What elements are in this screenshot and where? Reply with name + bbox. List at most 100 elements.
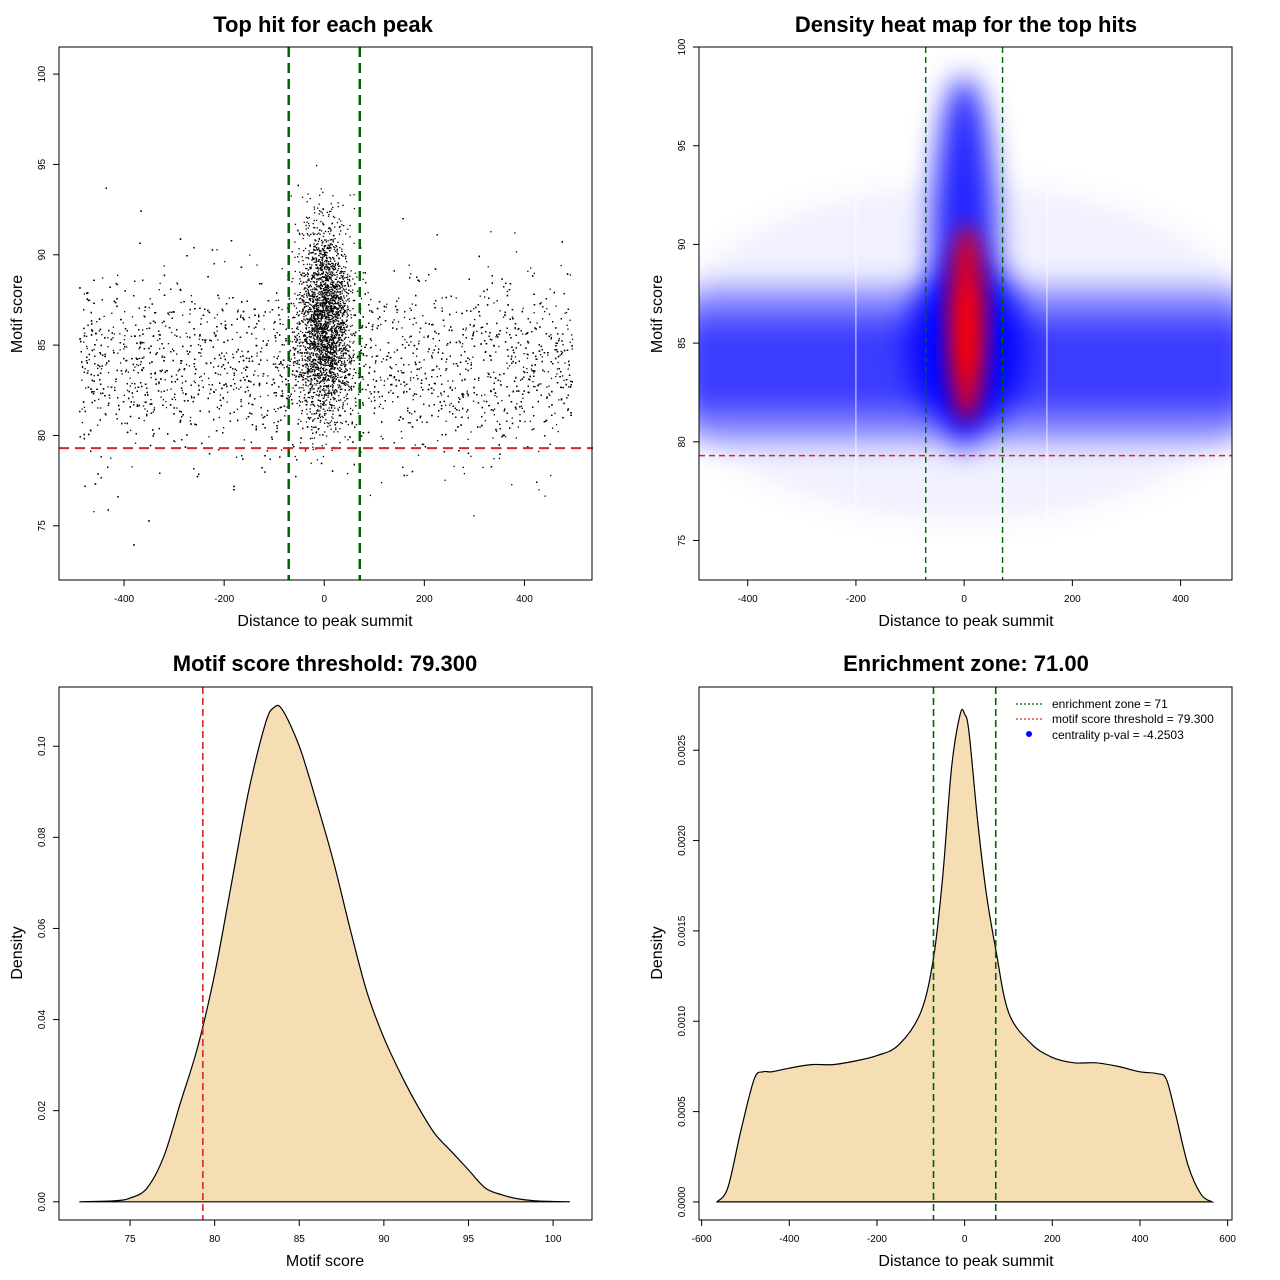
scatter-point: [383, 384, 385, 386]
scatter-point: [526, 371, 528, 374]
scatter-point: [100, 456, 102, 458]
scatter-point: [275, 340, 277, 342]
scatter-point: [337, 350, 339, 352]
scatter-point: [213, 366, 215, 368]
scatter-point: [266, 359, 268, 361]
scatter-point: [540, 302, 542, 304]
scatter-point: [410, 273, 412, 275]
scatter-point: [254, 370, 256, 372]
scatter-point: [433, 349, 435, 351]
scatter-point: [183, 400, 186, 402]
scatter-point: [176, 335, 178, 337]
scatter-point: [307, 417, 309, 419]
scatter-point: [133, 401, 135, 403]
scatter-point: [160, 378, 162, 380]
scatter-point: [164, 379, 166, 381]
scatter-point: [467, 409, 469, 411]
scatter-point: [267, 340, 269, 342]
scatter-point: [410, 341, 412, 343]
scatter-point: [149, 322, 152, 324]
scatter-point: [515, 347, 517, 349]
scatter-point: [426, 421, 428, 423]
scatter-point: [354, 397, 357, 400]
scatter-point: [462, 466, 464, 469]
scatter-point: [261, 467, 263, 469]
scatter-point: [245, 357, 248, 359]
scatter-point: [342, 404, 344, 406]
scatter-point: [100, 344, 102, 347]
scatter-point: [454, 407, 456, 409]
scatter-point: [550, 377, 553, 379]
scatter-point: [335, 389, 337, 391]
scatter-point: [141, 369, 143, 372]
scatter-point: [143, 419, 145, 422]
scatter-point: [523, 390, 525, 392]
scatter-point: [255, 326, 257, 328]
scatter-point: [90, 388, 92, 390]
scatter-point: [346, 398, 348, 400]
scatter-point: [362, 353, 364, 355]
scatter-point: [262, 340, 264, 342]
scatter-point: [566, 324, 568, 326]
scatter-point: [301, 274, 303, 277]
scatter-point: [161, 369, 163, 371]
scatter-point: [445, 433, 447, 436]
scatter-point: [442, 352, 444, 354]
scatter-point: [84, 485, 86, 487]
scatter-point: [278, 314, 280, 316]
scatter-point: [223, 341, 225, 343]
scatter-point: [433, 369, 435, 371]
scatter-point: [416, 355, 418, 357]
scatter-point: [263, 328, 265, 330]
scatter-point: [527, 270, 529, 272]
scatter-point: [487, 372, 489, 374]
scatter-point: [314, 377, 317, 379]
scatter-point: [564, 362, 566, 364]
scatter-point: [371, 310, 373, 312]
scatter-point: [114, 389, 116, 391]
scatter-point: [177, 370, 180, 372]
scatter-point: [536, 322, 538, 324]
scatter-point: [305, 421, 308, 423]
scatter-point: [79, 410, 81, 413]
scatter-point: [461, 346, 463, 348]
scatter-point: [168, 327, 171, 329]
scatter-point: [133, 369, 135, 371]
scatter-point: [445, 369, 447, 372]
scatter-point: [538, 450, 540, 453]
scatter-point: [409, 277, 411, 279]
scatter-point: [509, 283, 512, 285]
scatter-point: [230, 240, 233, 242]
scatter-point: [547, 354, 549, 356]
scatter-point: [547, 371, 549, 373]
scatter-point: [406, 341, 408, 343]
scatter-point: [560, 386, 562, 388]
scatter-point: [114, 301, 117, 304]
scatter-point: [472, 325, 475, 328]
scatter-point: [570, 384, 572, 386]
scatter-point: [200, 348, 203, 350]
scatter-point: [171, 375, 173, 378]
scatter-point: [290, 393, 292, 395]
scatter-point: [136, 404, 138, 406]
scatter-point: [556, 373, 558, 375]
scatter-point: [123, 339, 126, 341]
scatter-point: [181, 389, 183, 392]
scatter-point: [280, 449, 283, 451]
scatter-point: [402, 372, 405, 374]
scatter-point: [173, 407, 175, 409]
scatter-point: [552, 363, 554, 365]
scatter-point: [551, 390, 553, 393]
scatter-point: [125, 360, 127, 362]
scatter-point: [423, 403, 425, 405]
scatter-point: [217, 373, 219, 375]
scatter-point: [561, 386, 563, 389]
scatter-point: [193, 396, 195, 399]
scatter-point: [385, 306, 387, 308]
scatter-point: [548, 335, 550, 337]
scatter-point: [334, 424, 336, 426]
scatter-point: [428, 323, 430, 325]
scatter-point: [514, 326, 516, 329]
scatter-point: [208, 436, 210, 438]
scatter-point: [381, 395, 383, 397]
